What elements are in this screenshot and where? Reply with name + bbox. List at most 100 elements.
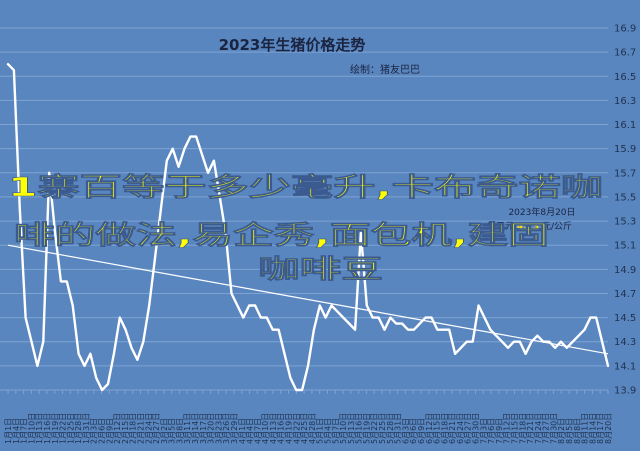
overlay-line-3: 咖啡豆: [258, 255, 383, 285]
price-series-line: [6, 62, 610, 392]
trend-layer: [7, 244, 609, 355]
x-tick-label: 5月7日: [331, 418, 340, 444]
x-tick-label: 3月23日: [214, 413, 223, 444]
overlay-line-2: 啡的做法,易企秀,面包机,建固: [14, 220, 549, 251]
y-tick-label: 15.7: [614, 168, 636, 179]
x-tick-label: 7月6日: [487, 418, 496, 444]
x-tick-label: 7月24日: [534, 413, 543, 444]
x-tick-label: 4月7日: [253, 418, 262, 444]
x-tick-label: 8月20日: [604, 413, 613, 444]
x-tick-label: 5月16日: [355, 413, 364, 444]
x-tick-label: 2月27日: [152, 413, 161, 444]
x-tick-label: 7月30日: [549, 413, 558, 444]
x-tick-label: 5月4日: [323, 418, 332, 444]
x-tick-label: 6月30日: [472, 413, 481, 444]
y-tick-label: 15.9: [614, 144, 636, 155]
overlay-caption: 1寨百等于多少毫升,卡布奇诺咖 啡的做法,易企秀,面包机,建固 咖啡豆: [8, 172, 604, 286]
x-tick-label: 6月27日: [464, 413, 473, 444]
x-tick-label: 1月19日: [51, 413, 60, 444]
x-tick-label: 1月22日: [59, 413, 68, 444]
x-tick-label: 1月16日: [43, 413, 52, 444]
x-tick-label: 4月28日: [308, 413, 317, 444]
x-tick-label: 3月26日: [222, 413, 231, 444]
x-tick-label: 7月18日: [518, 413, 527, 444]
x-tick-label: 8月17日: [596, 413, 605, 444]
x-tick-label: 3月17日: [199, 413, 208, 444]
x-tick-label: 4月25日: [300, 413, 309, 444]
x-tick-label: 1月25日: [66, 413, 75, 444]
trend-line: [7, 244, 609, 355]
x-tick-label: 8月8日: [573, 418, 582, 444]
y-tick-label: 15.1: [614, 241, 636, 252]
x-tick-label: 4月4日: [246, 418, 255, 444]
y-tick-label: 14.3: [614, 337, 636, 348]
chart-title: 2023年生猪价格走势: [219, 36, 366, 54]
x-tick-label: 4月19日: [285, 413, 294, 444]
x-tick-label: 2月12日: [113, 413, 122, 444]
y-tick-label: 16.7: [614, 48, 636, 59]
y-tick-label: 14.1: [614, 361, 636, 372]
x-tick-label: 5月1日: [316, 418, 325, 444]
x-tick-label: 1月28日: [74, 413, 83, 444]
x-tick-label: 8月5日: [565, 418, 574, 444]
x-tick-label: 3月20日: [207, 413, 216, 444]
x-tick-label: 7月21日: [526, 413, 535, 444]
x-tick-label: 5月10日: [339, 413, 348, 444]
x-tick-label: 5月22日: [370, 413, 379, 444]
x-tick-label: 7月27日: [542, 413, 551, 444]
annotation-prefix: 外三元: [487, 220, 514, 232]
y-tick-label: 16.9: [614, 24, 636, 35]
x-tick-label: 7月12日: [503, 413, 512, 444]
x-tick-label: 1月13日: [35, 413, 44, 444]
price-annotation: 2023年8月20日 外三元 4.13 元/公斤: [487, 206, 576, 232]
x-tick-label: 8月11日: [581, 413, 590, 444]
y-tick-label: 13.9: [614, 386, 636, 397]
x-tick-label: 6月6日: [409, 418, 418, 444]
x-tick-label: 1月31日: [82, 413, 91, 444]
x-tick-label: 4月16日: [277, 413, 286, 444]
x-tick-label: 5月28日: [386, 413, 395, 444]
x-tick-label: 3月14日: [191, 413, 200, 444]
x-tick-label: 3月8日: [175, 418, 184, 444]
x-tick-label: 4月13日: [269, 413, 278, 444]
series-layer: [6, 62, 610, 392]
annotation-suffix: 元/公斤: [542, 221, 572, 232]
grid-layer: [0, 27, 609, 394]
x-tick-label: 7月3日: [479, 418, 488, 444]
x-tick-label: 5月19日: [362, 413, 371, 444]
x-tick-label: 1月7日: [20, 418, 29, 444]
y-tick-label: 16.1: [614, 120, 636, 131]
x-tick-label: 5月13日: [347, 413, 356, 444]
x-tick-label: 2月6日: [98, 418, 107, 444]
y-tick-label: 14.9: [614, 265, 636, 276]
x-tick-label: 2月18日: [129, 413, 138, 444]
x-tick-label: 7月9日: [495, 418, 504, 444]
x-tick-label: 2月9日: [105, 418, 114, 444]
x-tick-label: 2月3日: [90, 418, 99, 444]
x-tick-label: 4月1日: [238, 418, 247, 444]
y-tick-label: 16.5: [614, 72, 636, 83]
annotation-value: 4.13: [517, 222, 539, 232]
x-tick-label: 5月31日: [394, 413, 403, 444]
x-tick-label: 5月25日: [378, 413, 387, 444]
x-tick-label: 3月29日: [230, 413, 239, 444]
x-tick-label: 4月22日: [292, 413, 301, 444]
x-axis-ticks: 1月1日1月4日1月7日1月10日1月13日1月16日1月19日1月22日1月2…: [4, 413, 613, 444]
y-tick-label: 14.5: [614, 313, 636, 324]
x-tick-label: 2月24日: [144, 413, 153, 444]
y-axis-ticks: 13.9 14.1 14.3 14.5 14.7 14.9 15.1 15.3 15.5 15.7…: [614, 24, 636, 397]
x-tick-label: 6月9日: [417, 418, 426, 444]
x-tick-label: 6月3日: [401, 418, 410, 444]
x-tick-label: 4月10日: [261, 413, 270, 444]
y-tick-label: 16.3: [614, 96, 636, 107]
x-tick-label: 6月24日: [456, 413, 465, 444]
x-tick-label: 1月1日: [4, 418, 13, 444]
x-tick-label: 8月2日: [557, 418, 566, 444]
y-tick-label: 15.5: [614, 192, 636, 203]
x-tick-label: 7月15日: [510, 413, 519, 444]
x-tick-label: 6月21日: [448, 413, 457, 444]
y-tick-label: 15.3: [614, 217, 636, 228]
